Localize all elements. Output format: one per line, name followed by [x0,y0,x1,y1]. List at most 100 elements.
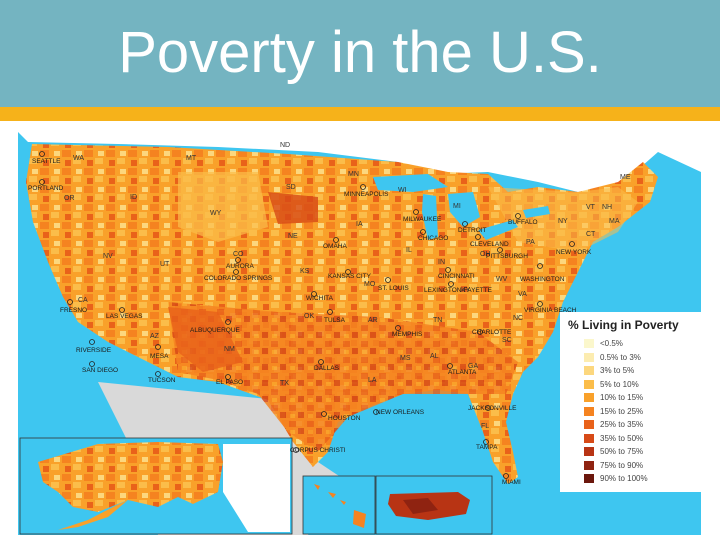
legend-label: 15% to 25% [600,406,644,416]
svg-text:IN: IN [438,259,445,266]
svg-text:SEATTLE: SEATTLE [32,158,61,165]
svg-text:CA: CA [78,297,88,304]
svg-text:PORTLAND: PORTLAND [28,185,64,192]
svg-text:NC: NC [513,315,523,322]
map-svg: WA OR CA NV ID MT WY UT AZ NM CO ND SD N… [18,132,701,535]
svg-text:KS: KS [300,268,310,275]
svg-text:CLEVELAND: CLEVELAND [470,241,509,248]
svg-text:ATLANTA: ATLANTA [448,369,477,376]
svg-text:NY: NY [558,218,568,225]
svg-text:WICHITA: WICHITA [306,295,334,302]
svg-text:LAS VEGAS: LAS VEGAS [106,313,143,320]
legend-label: 0.5% to 3% [600,352,641,362]
legend-swatch [584,474,594,483]
svg-text:MO: MO [364,281,376,288]
city-labels: SEATTLE PORTLAND FRESNO LAS VEGAS RIVERS… [28,158,592,486]
svg-text:COLORADO SPRINGS: COLORADO SPRINGS [204,275,273,282]
svg-text:LA: LA [368,377,377,384]
svg-text:NEW ORLEANS: NEW ORLEANS [376,409,425,416]
svg-text:DETROIT: DETROIT [458,227,487,234]
svg-text:NE: NE [288,233,298,240]
svg-text:ID: ID [130,194,137,201]
svg-text:OMAHA: OMAHA [323,243,348,250]
svg-text:FL: FL [481,423,489,430]
lake-michigan [422,194,438,240]
svg-text:VA: VA [518,291,527,298]
svg-text:TULSA: TULSA [324,317,346,324]
legend-swatch [584,460,594,470]
svg-text:LEXINGTON-FAYETTE: LEXINGTON-FAYETTE [424,287,493,294]
svg-text:ST. LOUIS: ST. LOUIS [378,285,409,292]
svg-text:MEMPHIS: MEMPHIS [392,331,423,338]
svg-text:UT: UT [160,261,170,268]
legend-swatch [584,339,594,348]
svg-text:BUFFALO: BUFFALO [508,219,538,226]
svg-text:WASHINGTON: WASHINGTON [520,276,565,283]
lake-erie [478,220,518,240]
svg-text:IA: IA [356,221,363,228]
svg-text:ME: ME [620,174,631,181]
svg-text:SAN DIEGO: SAN DIEGO [82,367,118,374]
svg-text:NH: NH [602,204,612,211]
svg-text:EL PASO: EL PASO [216,379,243,386]
legend-label: 25% to 35% [600,420,644,429]
legend-label: 75% to 90% [600,460,644,470]
lake-huron [448,192,480,227]
svg-text:MA: MA [609,218,620,225]
svg-text:TN: TN [433,317,442,324]
svg-text:CT: CT [586,231,596,238]
alaska-land [38,442,223,512]
svg-text:DALLAS: DALLAS [314,365,340,372]
svg-text:HOUSTON: HOUSTON [328,415,361,422]
svg-text:MN: MN [348,171,359,178]
svg-text:WV: WV [496,276,508,283]
svg-text:ALBUQUERQUE: ALBUQUERQUE [190,327,241,334]
svg-text:ND: ND [280,142,290,149]
northern-plains [178,172,268,242]
svg-text:MI: MI [453,203,461,210]
svg-text:IL: IL [406,247,412,254]
svg-text:OH: OH [480,251,491,258]
svg-text:WI: WI [398,187,407,194]
lake-superior [373,174,448,192]
svg-text:VIRGINIA BEACH: VIRGINIA BEACH [524,307,577,314]
legend-label: 10% to 15% [600,393,644,402]
city-markers [39,151,575,479]
svg-text:CORPUS CHRISTI: CORPUS CHRISTI [290,447,346,454]
svg-text:OK: OK [304,313,314,320]
legend-label: 3% to 5% [600,366,635,375]
southwest-dark [168,307,243,372]
svg-text:CHARLOTTE: CHARLOTTE [472,329,512,336]
legend-swatch [584,420,594,429]
legend-swatch [584,366,594,375]
slide-title: Poverty in the U.S. [118,20,602,85]
svg-text:MS: MS [400,355,411,362]
legend-label: 50% to 75% [600,447,644,456]
legend-label: 90% to 100% [600,474,648,483]
legend-swatch [584,393,594,402]
legend-swatch [584,447,594,456]
svg-text:CO: CO [233,251,244,258]
svg-text:SC: SC [502,337,512,344]
svg-text:FRESNO: FRESNO [60,307,87,314]
state-labels: WA OR CA NV ID MT WY UT AZ NM CO ND SD N… [64,142,631,430]
legend-title: % Living in Poverty [568,318,679,332]
svg-text:PA: PA [526,239,535,246]
svg-text:MINNEAPOLIS: MINNEAPOLIS [344,191,389,198]
svg-text:GA: GA [468,363,478,370]
legend-label: 35% to 50% [600,433,644,443]
svg-text:KANSAS CITY: KANSAS CITY [328,273,372,280]
svg-text:PITTSBURGH: PITTSBURGH [486,253,528,260]
svg-text:MIAMI: MIAMI [502,479,521,486]
svg-text:AR: AR [368,317,378,324]
title-banner [0,0,720,107]
accent-stripe [0,107,720,121]
legend-swatch [584,379,594,389]
southern-belt [168,302,518,452]
map-legend: % Living in Poverty <0.5% 0.5% to 3% 3% to… [560,312,701,492]
svg-text:MESA: MESA [150,353,169,360]
svg-text:AL: AL [430,353,439,360]
svg-text:MT: MT [186,155,197,162]
puerto-rico-detail [403,498,438,514]
svg-text:JACKSONVILLE: JACKSONVILLE [468,405,517,412]
